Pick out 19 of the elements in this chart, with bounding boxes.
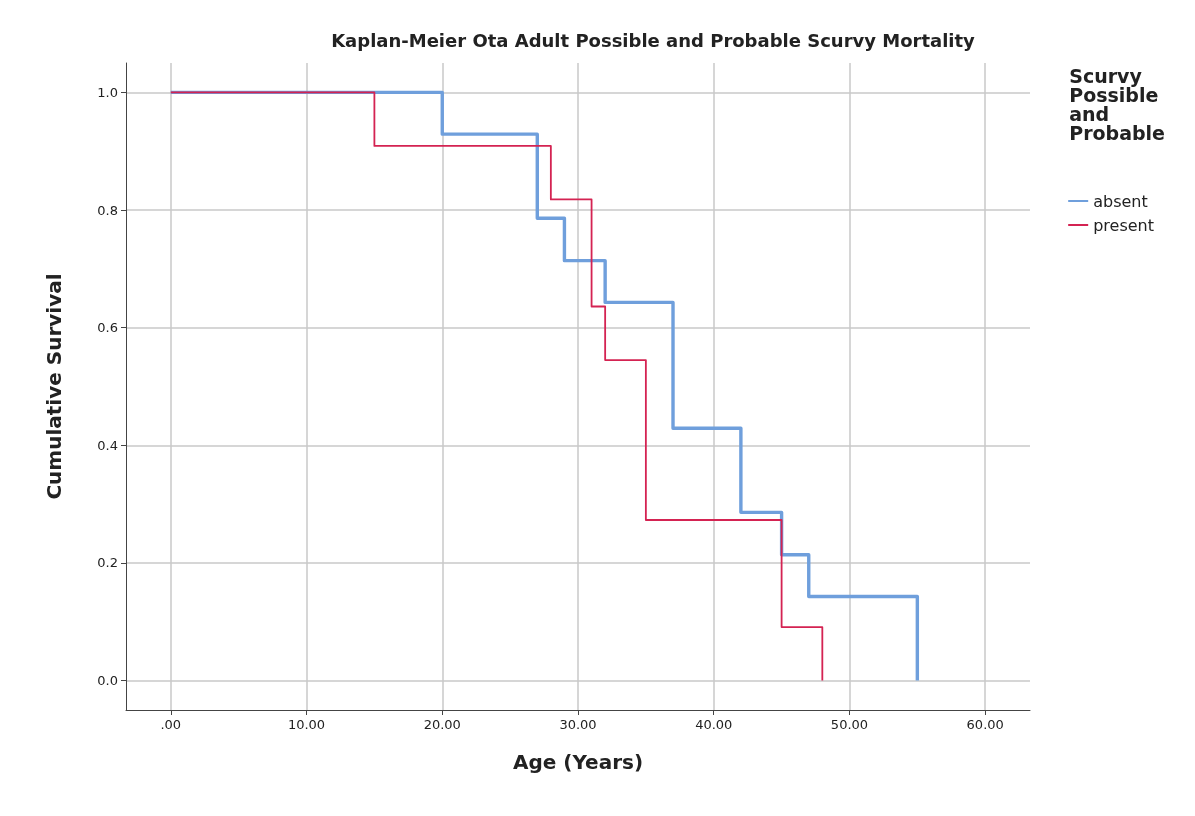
x-tick-label: 40.00	[695, 717, 733, 732]
x-tick-label: .00	[160, 717, 182, 732]
y-tick-label: 0.4	[97, 437, 118, 453]
y-tick-label: 0.0	[97, 673, 118, 689]
x-tick-label: 60.00	[966, 717, 1004, 732]
y-tick-label: 0.8	[97, 202, 118, 218]
y-tick-label: 0.6	[97, 320, 118, 336]
x-tick-label: 20.00	[423, 717, 461, 732]
x-tick-label: 50.00	[830, 717, 869, 732]
x-tick-label: 10.00	[287, 717, 326, 732]
y-tick-label: 0.2	[97, 555, 118, 571]
y-axis-title: Cumulative Survival	[42, 273, 66, 500]
legend-title: Scurvy Possible and Probable	[1069, 64, 1166, 144]
chart-title: Kaplan-Meier Ota Adult Possible and Probable Scurvy Mortality	[331, 29, 976, 51]
legend-label: absent	[1093, 191, 1148, 211]
x-axis-title: Age (Years)	[512, 750, 644, 774]
y-tick-label: 1.0	[97, 84, 118, 100]
legend-label: present	[1093, 215, 1155, 235]
x-tick-label: 30.00	[559, 717, 597, 732]
